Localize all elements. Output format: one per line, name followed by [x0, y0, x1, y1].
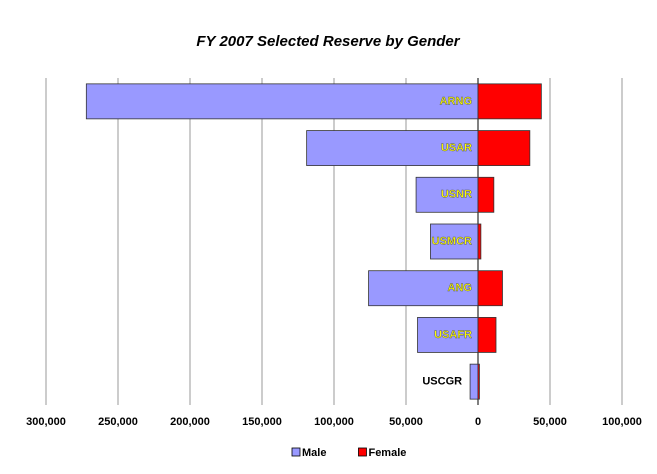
x-tick-label: 0 [475, 416, 481, 428]
bar [430, 223, 479, 260]
x-tick-label: 250,000 [98, 416, 138, 428]
bar [417, 317, 479, 353]
bar [477, 363, 480, 400]
category-label: USAFR [434, 329, 472, 341]
legend-label: Male [302, 447, 326, 459]
category-label: USMCR [432, 235, 472, 247]
legend-swatch [358, 447, 367, 457]
legend-label: Female [368, 447, 406, 459]
category-label: ARNG [440, 95, 472, 107]
bar [477, 317, 497, 353]
x-tick-label: 200,000 [170, 416, 210, 428]
category-label: USNR [441, 189, 472, 201]
x-tick-label: 50,000 [389, 416, 423, 428]
legend-swatch [291, 447, 301, 457]
bar [477, 223, 482, 260]
bar [477, 83, 542, 120]
bar [477, 130, 531, 166]
category-label: USAR [441, 142, 472, 154]
category-label: USCGR [422, 376, 462, 388]
x-tick-label: 300,000 [26, 416, 66, 428]
category-label: ANG [448, 282, 472, 294]
bar [477, 270, 503, 307]
bar [368, 270, 479, 307]
bar [477, 176, 495, 213]
bar [415, 176, 479, 213]
x-tick-label: 50,000 [533, 416, 567, 428]
chart-title: FY 2007 Selected Reserve by Gender [196, 33, 460, 50]
bar [85, 83, 479, 120]
x-tick-label: 100,000 [314, 416, 354, 428]
bar [469, 363, 479, 400]
x-tick-label: 150,000 [242, 416, 282, 428]
x-tick-label: 100,000 [602, 416, 642, 428]
